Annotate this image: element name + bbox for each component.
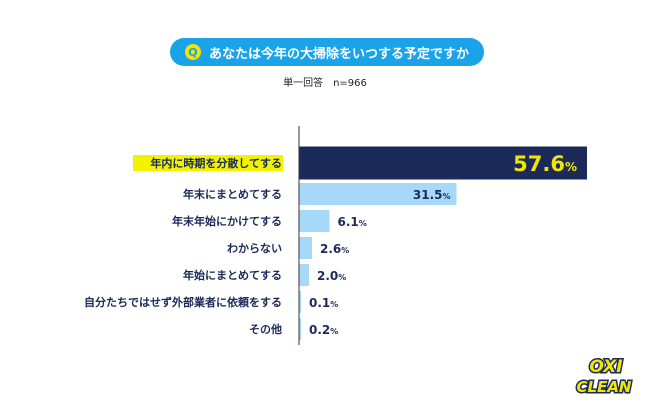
- value-label: 6.1%: [338, 215, 367, 229]
- category-label: 年始にまとめてする: [183, 268, 282, 282]
- question-text: あなたは今年の大掃除をいつする予定ですか: [208, 46, 469, 62]
- category-label: 自分たちではせず外部業者に依頼をする: [84, 295, 282, 309]
- value-label: 57.6%: [513, 152, 577, 176]
- value-label: 31.5%: [413, 188, 451, 202]
- logo-line-1: OXI: [589, 357, 622, 377]
- bar: [299, 183, 457, 205]
- oxiclean-logo: OXI CLEAN: [575, 356, 633, 398]
- q-icon: Q: [184, 44, 201, 60]
- bar: [299, 146, 587, 180]
- bar: [299, 210, 330, 232]
- bar: [299, 237, 312, 259]
- sample-size-label: 単一回答 n=966: [283, 78, 367, 89]
- category-label: 年末年始にかけてする: [172, 214, 282, 228]
- category-label: 年内に時期を分散してする: [150, 156, 282, 170]
- value-label: 0.1%: [309, 296, 338, 310]
- bar: [299, 318, 301, 340]
- question-banner: Q あなたは今年の大掃除をいつする予定ですか: [170, 38, 484, 66]
- value-label: 2.0%: [317, 269, 346, 283]
- value-label: 2.6%: [320, 242, 349, 256]
- highlight-label-bg: [133, 155, 283, 171]
- value-label: 0.2%: [309, 323, 338, 337]
- bar: [299, 291, 301, 313]
- category-label: その他: [249, 322, 282, 336]
- bar: [299, 264, 309, 286]
- logo-line-2: CLEAN: [577, 378, 632, 396]
- category-label: 年末にまとめてする: [183, 187, 282, 201]
- category-label: わからない: [227, 242, 282, 255]
